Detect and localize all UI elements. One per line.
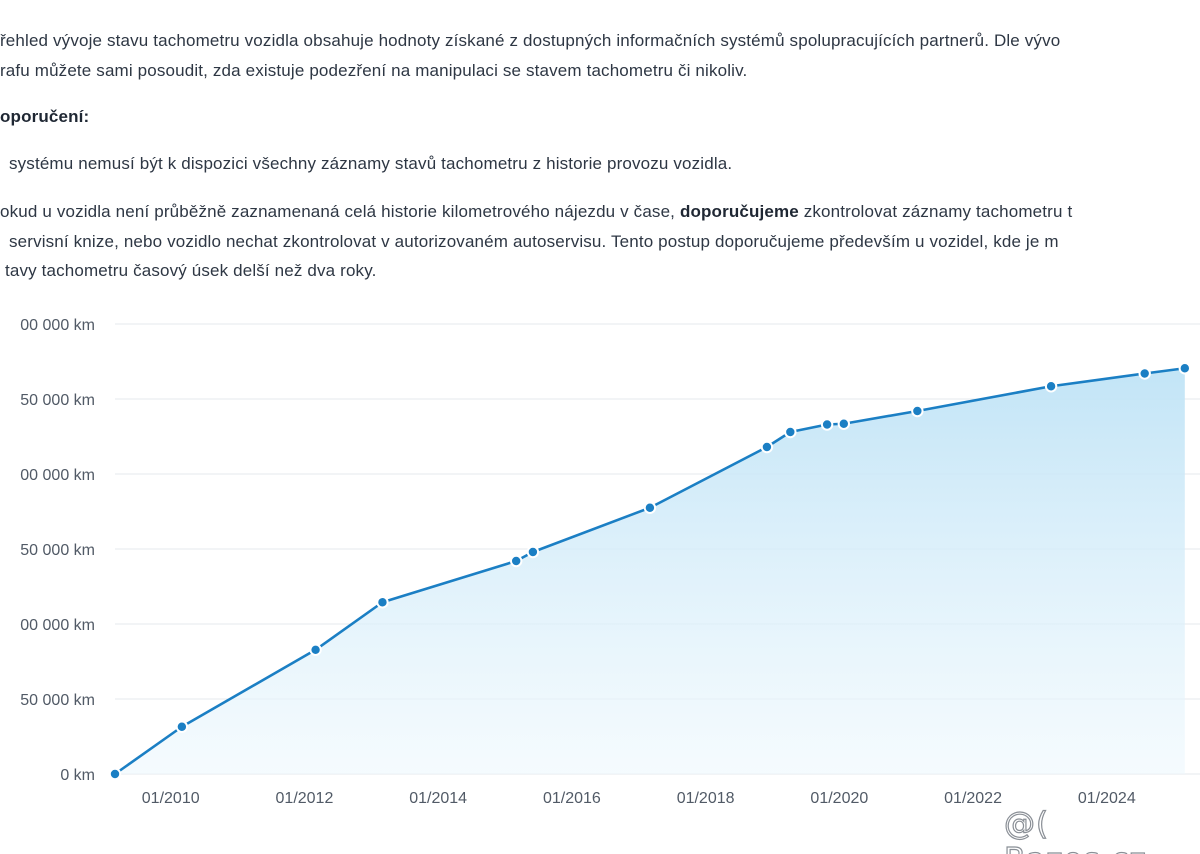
data-point[interactable] — [912, 406, 922, 416]
data-point[interactable] — [1180, 363, 1190, 373]
recommendation-item-2-post: zkontrolovat záznamy tachometru t — [799, 202, 1072, 221]
series-area — [115, 368, 1185, 774]
y-tick-label: 50 000 km — [20, 392, 95, 409]
data-point[interactable] — [839, 419, 849, 429]
recommendation-item-2-line-2: servisní knize, nebo vozidlo nechat zkon… — [9, 232, 1059, 252]
y-tick-label: 00 000 km — [20, 317, 95, 334]
x-tick-label: 01/2016 — [543, 790, 601, 807]
y-tick-label: 50 000 km — [20, 542, 95, 559]
x-tick-label: 01/2014 — [409, 790, 467, 807]
data-point[interactable] — [1139, 368, 1149, 378]
y-tick-label: 0 km — [60, 767, 95, 784]
recommendation-item-2-line-3: tavy tachometru časový úsek delší než dv… — [5, 261, 376, 281]
x-tick-label: 01/2018 — [677, 790, 735, 807]
x-tick-label: 01/2012 — [276, 790, 334, 807]
y-tick-label: 50 000 km — [20, 692, 95, 709]
x-tick-label: 01/2010 — [142, 790, 200, 807]
odometer-chart-svg: 0 km 50 000 km 00 000 km 50 000 km 00 000 km… — [0, 300, 1200, 820]
odometer-chart: 0 km 50 000 km 00 000 km 50 000 km 00 000 km… — [0, 300, 1200, 820]
data-point[interactable] — [785, 427, 795, 437]
recommendation-item-2-bold: doporučujeme — [680, 202, 799, 221]
data-point[interactable] — [528, 547, 538, 557]
intro-line-2: rafu můžete sami posoudit, zda existuje … — [0, 61, 747, 81]
data-point[interactable] — [822, 419, 832, 429]
recommendation-item-2-pre: okud u vozidla není průběžně zaznamenaná… — [0, 202, 680, 221]
recommendation-item-2-line-1: okud u vozidla není průběžně zaznamenaná… — [0, 202, 1072, 222]
recommendation-item-1: systému nemusí být k dispozici všechny z… — [9, 154, 732, 174]
watermark-logo: @( Bazos.cz — [1004, 806, 1200, 854]
intro-line-1: řehled vývoje stavu tachometru vozidla o… — [0, 31, 1060, 51]
data-point[interactable] — [177, 722, 187, 732]
y-tick-label: 00 000 km — [20, 617, 95, 634]
data-point[interactable] — [310, 645, 320, 655]
x-tick-label: 01/2022 — [944, 790, 1002, 807]
data-point[interactable] — [110, 769, 120, 779]
y-tick-label: 00 000 km — [20, 467, 95, 484]
data-point[interactable] — [377, 597, 387, 607]
x-tick-label: 01/2020 — [810, 790, 868, 807]
data-point[interactable] — [1046, 381, 1056, 391]
data-point[interactable] — [762, 442, 772, 452]
data-point[interactable] — [645, 503, 655, 513]
recommendations-heading: oporučení: — [0, 107, 89, 127]
data-point[interactable] — [511, 556, 521, 566]
page: řehled vývoje stavu tachometru vozidla o… — [0, 0, 1200, 854]
x-tick-label: 01/2024 — [1078, 790, 1136, 807]
